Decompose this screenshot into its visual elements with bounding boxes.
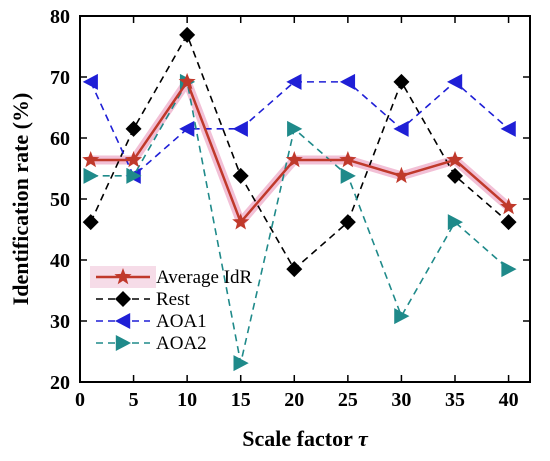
plot-frame xyxy=(79,15,531,383)
y-axis-title: Identification rate (%) xyxy=(8,93,33,306)
data-point-aoa2 xyxy=(83,167,99,184)
series-line-aoa1 xyxy=(89,81,510,177)
data-point-aoa1 xyxy=(286,73,302,90)
x-tick-label: 35 xyxy=(445,389,465,411)
data-point-rest xyxy=(447,167,463,184)
data-point-average-idr xyxy=(446,151,464,168)
data-point-rest xyxy=(286,261,303,278)
data-point-rest xyxy=(339,214,356,231)
series-rest xyxy=(82,26,517,278)
ticks-layer: 0 5 10 15 20 25 30 35 40 20 30 40 50 60 70 80 xyxy=(50,6,530,411)
data-point-average-idr xyxy=(339,151,357,168)
data-point-aoa1 xyxy=(447,73,463,90)
y-tick-label: 30 xyxy=(50,311,70,333)
data-point-aoa2 xyxy=(340,167,356,184)
x-tick-label: 0 xyxy=(75,389,85,411)
legend-marker-aoa2 xyxy=(115,335,131,351)
data-point-aoa2 xyxy=(447,214,463,231)
data-point-aoa1 xyxy=(179,120,195,137)
legend-marker-rest xyxy=(115,291,131,307)
data-point-aoa1 xyxy=(393,120,409,137)
data-point-rest xyxy=(500,214,517,231)
series-line-average-idr xyxy=(90,80,510,224)
series-layer xyxy=(82,26,518,372)
data-point-average-idr xyxy=(232,213,250,230)
x-tick-label: 20 xyxy=(284,389,304,411)
series-shadow-layer xyxy=(86,77,514,227)
series-aoa1 xyxy=(82,73,516,184)
average-idr-highlight xyxy=(86,77,514,227)
data-point-aoa1 xyxy=(500,120,516,137)
x-tick-label: 30 xyxy=(391,389,411,411)
series-aoa2 xyxy=(83,73,517,372)
legend-label-rest: Rest xyxy=(156,289,191,310)
data-point-aoa2 xyxy=(233,355,249,372)
x-tick-label: 25 xyxy=(338,389,358,411)
legend-label-aoa1: AOA1 xyxy=(156,311,207,332)
data-point-aoa1 xyxy=(339,73,356,90)
y-tick-label: 50 xyxy=(50,189,70,211)
data-point-aoa2 xyxy=(501,261,517,278)
data-point-rest xyxy=(232,167,249,184)
y-tick-label: 60 xyxy=(50,128,70,150)
data-point-average-idr xyxy=(392,166,410,184)
data-point-average-idr xyxy=(82,151,100,168)
x-tick-label: 10 xyxy=(177,389,197,411)
y-tick-label: 20 xyxy=(50,372,70,394)
data-point-average-idr xyxy=(500,197,518,215)
y-tick-label: 70 xyxy=(50,67,70,89)
x-tick-label: 40 xyxy=(499,389,519,411)
data-point-aoa2 xyxy=(394,308,410,325)
data-point-rest xyxy=(393,73,410,90)
y-tick-label: 80 xyxy=(50,6,70,28)
legend-label-average-idr: Average IdR xyxy=(156,267,253,288)
x-tick-label: 5 xyxy=(129,389,139,411)
data-point-rest xyxy=(179,26,196,43)
data-point-aoa1 xyxy=(82,73,98,90)
x-axis-title: Scale factor τ xyxy=(242,426,369,451)
data-point-aoa2 xyxy=(126,167,142,184)
legend-label-aoa2: AOA2 xyxy=(156,333,207,354)
series-line-rest xyxy=(89,34,510,270)
x-tick-label: 15 xyxy=(231,389,251,411)
data-point-average-idr xyxy=(125,151,143,168)
data-point-rest xyxy=(125,120,142,137)
legend-marker-average-idr xyxy=(114,268,132,285)
legend-marker-aoa1 xyxy=(115,313,131,329)
data-point-aoa1 xyxy=(232,120,248,137)
data-point-average-idr xyxy=(178,72,196,90)
data-point-rest xyxy=(82,214,99,231)
y-tick-label: 40 xyxy=(50,250,70,272)
data-point-average-idr xyxy=(285,151,303,168)
data-point-aoa2 xyxy=(287,120,303,137)
series-average-idr xyxy=(82,72,518,230)
